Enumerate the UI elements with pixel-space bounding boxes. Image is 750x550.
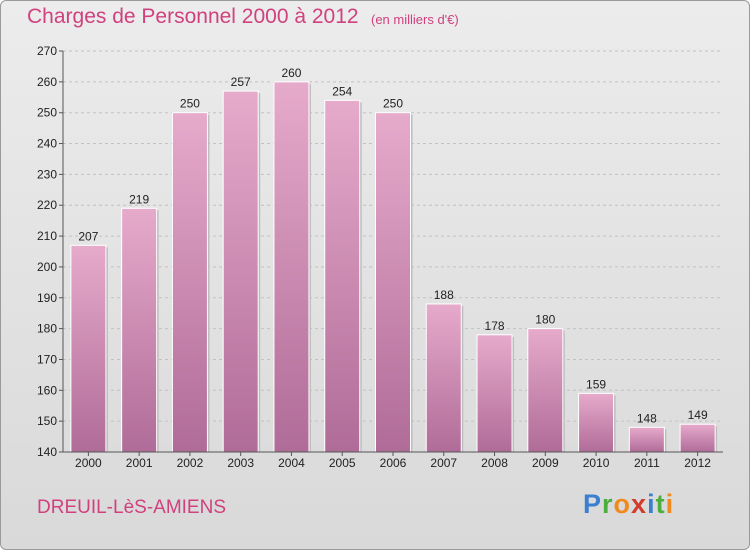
- y-tick-label: 260: [37, 75, 57, 89]
- data-label: 178: [485, 319, 505, 333]
- x-tick-label: 2006: [380, 456, 407, 470]
- axes: 1401501601701801902002102202302402502602…: [37, 44, 723, 470]
- logo-letter: o: [613, 489, 632, 519]
- x-tick-label: 2004: [278, 456, 305, 470]
- logo-letter: t: [655, 489, 666, 519]
- bar: [70, 244, 107, 453]
- y-tick-label: 240: [37, 137, 57, 151]
- y-tick-label: 220: [37, 198, 57, 212]
- x-tick-label: 2003: [227, 456, 254, 470]
- y-tick-label: 190: [37, 291, 57, 305]
- x-tick-label: 2007: [430, 456, 457, 470]
- data-label: 250: [383, 97, 403, 111]
- y-tick-label: 230: [37, 167, 57, 181]
- bar: [273, 81, 310, 453]
- x-tick-label: 2001: [126, 456, 153, 470]
- x-tick-label: 2002: [177, 456, 204, 470]
- data-label: 149: [688, 408, 708, 422]
- logo-letter: r: [602, 489, 614, 519]
- y-tick-label: 170: [37, 352, 57, 366]
- bar: [324, 99, 361, 453]
- bar: [171, 112, 208, 453]
- bar: [679, 423, 716, 453]
- bars: 207 219 250 257 260 254 250 188 178 180 159 148 149: [70, 66, 718, 453]
- bar: [121, 207, 158, 453]
- bar: [476, 334, 513, 453]
- y-tick-label: 160: [37, 383, 57, 397]
- y-tick-label: 270: [37, 44, 57, 58]
- x-tick-label: 2008: [481, 456, 508, 470]
- chart-title: Charges de Personnel 2000 à 2012: [27, 5, 359, 28]
- commune-name: DREUIL-LèS-AMIENS: [37, 497, 226, 518]
- data-label: 219: [129, 192, 149, 206]
- data-label: 254: [332, 84, 352, 98]
- bar: [628, 426, 665, 453]
- data-label: 148: [637, 411, 657, 425]
- bar: [578, 392, 615, 453]
- x-tick-label: 2009: [532, 456, 559, 470]
- y-tick-label: 150: [37, 414, 57, 428]
- x-tick-label: 2005: [329, 456, 356, 470]
- data-label: 180: [535, 313, 555, 327]
- data-label: 159: [586, 377, 606, 391]
- logo-letter: x: [631, 489, 648, 519]
- x-tick-label: 2011: [634, 456, 660, 470]
- logo-letter: i: [665, 489, 675, 519]
- data-label: 207: [78, 229, 98, 243]
- logo-letter: P: [583, 489, 603, 519]
- data-label: 260: [281, 66, 301, 80]
- logo-letter: i: [647, 489, 656, 519]
- proxiti-logo[interactable]: Proxiti: [583, 489, 674, 520]
- x-tick-label: 2000: [75, 456, 102, 470]
- y-tick-label: 200: [37, 260, 57, 274]
- data-label: 188: [434, 288, 454, 302]
- bar: [527, 328, 564, 453]
- chart-subtitle: (en milliers d'€): [371, 12, 459, 27]
- y-tick-label: 140: [37, 445, 57, 459]
- data-label: 250: [180, 97, 200, 111]
- x-tick-label: 2010: [583, 456, 610, 470]
- y-tick-label: 250: [37, 106, 57, 120]
- bar: [222, 90, 259, 453]
- bar: [375, 112, 411, 453]
- data-label: 257: [231, 75, 251, 89]
- y-tick-label: 180: [37, 322, 57, 336]
- x-tick-label: 2012: [684, 456, 711, 470]
- bar: [425, 303, 462, 453]
- y-tick-label: 210: [37, 229, 57, 243]
